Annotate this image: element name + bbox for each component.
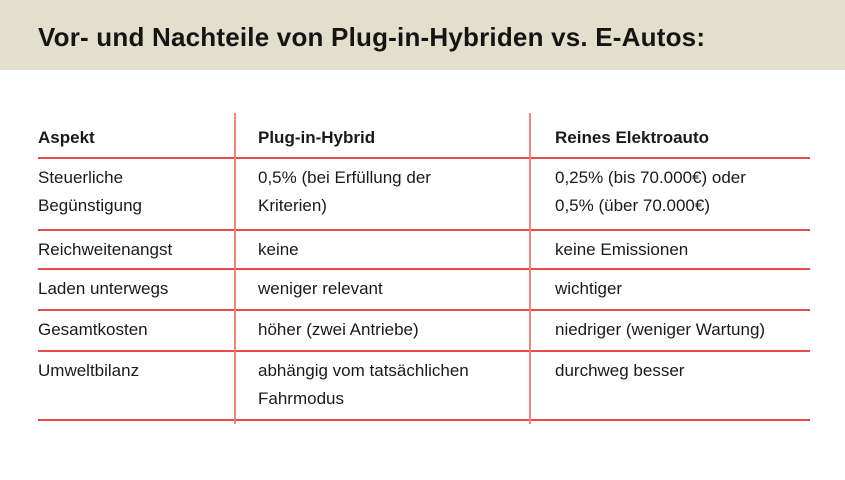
cell-plug-in-hybrid: abhängig vom tatsächlichen Fahrmodus	[258, 361, 469, 408]
cell-elektroauto: wichtiger	[555, 279, 623, 298]
cell-plug-in-hybrid: 0,5% (bei Erfüllung der Kriterien)	[258, 168, 431, 215]
column-divider-1	[234, 113, 236, 424]
cell-plug-in-hybrid: keine	[258, 240, 299, 259]
column-header-aspekt: Aspekt	[38, 128, 95, 147]
column-header-elektroauto: Reines Elektroauto	[555, 128, 709, 147]
cell-plug-in-hybrid: weniger relevant	[258, 279, 383, 298]
cell-plug-in-hybrid: höher (zwei Antriebe)	[258, 320, 419, 339]
cell-aspect: Gesamtkosten	[38, 320, 148, 339]
column-divider-2	[529, 113, 531, 424]
table-row-laden-unterwegs: Laden unterwegs weniger relevant wichtig…	[38, 270, 810, 311]
table-row-umweltbilanz: Umweltbilanz abhängig vom tatsächlichen …	[38, 352, 810, 421]
title-banner: Vor- und Nachteile von Plug-in-Hybriden …	[0, 0, 845, 70]
comparison-table: Aspekt Plug-in-Hybrid Reines Elektroauto…	[38, 113, 810, 424]
cell-aspect: Laden unterwegs	[38, 279, 169, 298]
cell-elektroauto: keine Emissionen	[555, 240, 689, 259]
cell-elektroauto: niedriger (weniger Wartung)	[555, 320, 766, 339]
cell-aspect: Reichweitenangst	[38, 240, 173, 259]
cell-aspect: Steuerliche Begünstigung	[38, 168, 142, 215]
column-header-plug-in-hybrid: Plug-in-Hybrid	[258, 128, 376, 147]
table-row-gesamtkosten: Gesamtkosten höher (zwei Antriebe) niedr…	[38, 311, 810, 352]
cell-elektroauto: 0,25% (bis 70.000€) oder 0,5% (über 70.0…	[555, 168, 746, 215]
table-row-steuerliche-beguenstigung: Steuerliche Begünstigung 0,5% (bei Erfül…	[38, 159, 810, 231]
cell-aspect: Umweltbilanz	[38, 361, 140, 380]
table-header-row: Aspekt Plug-in-Hybrid Reines Elektroauto	[38, 113, 810, 159]
table-row-reichweitenangst: Reichweitenangst keine keine Emissionen	[38, 231, 810, 270]
page-title: Vor- und Nachteile von Plug-in-Hybriden …	[38, 21, 706, 52]
cell-elektroauto: durchweg besser	[555, 361, 685, 380]
